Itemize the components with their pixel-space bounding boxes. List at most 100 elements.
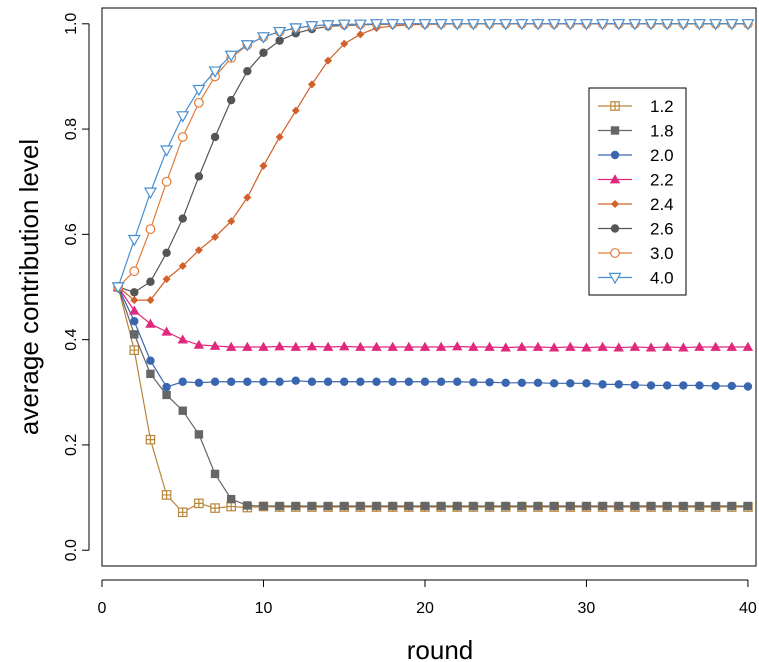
data-point (130, 288, 139, 297)
data-point (129, 345, 140, 355)
data-point (402, 19, 416, 31)
data-point (727, 501, 736, 511)
data-point (340, 39, 349, 48)
series-line (117, 286, 748, 349)
data-point (209, 340, 221, 350)
data-point (178, 377, 187, 386)
data-point (547, 19, 561, 31)
legend-label: 2.0 (650, 146, 674, 165)
data-point (192, 84, 206, 97)
data-point (356, 30, 365, 39)
series-line (117, 23, 748, 288)
y-axis: 0.0 0.2 0.4 0.6 0.8 1.0 (63, 13, 90, 561)
data-point (243, 501, 252, 510)
data-point (565, 341, 576, 351)
data-point (210, 377, 220, 386)
data-point (307, 501, 317, 511)
data-point (259, 501, 268, 511)
data-point (226, 494, 236, 504)
data-point (628, 19, 642, 31)
legend-entry: 1.2 (598, 97, 674, 116)
legend-marker (610, 101, 620, 111)
data-point (143, 187, 157, 199)
data-point (130, 296, 139, 305)
data-point (307, 377, 317, 386)
legend-label: 2.2 (650, 171, 674, 190)
data-point (450, 19, 464, 31)
data-point (549, 501, 559, 511)
data-point (274, 341, 285, 351)
data-point (129, 266, 140, 277)
data-point (726, 341, 737, 351)
legend-entry: 2.0 (598, 146, 674, 165)
data-point (662, 381, 672, 390)
data-point (127, 234, 141, 247)
data-point (111, 282, 125, 294)
data-point (290, 341, 301, 351)
data-point (324, 56, 333, 65)
data-point (612, 19, 626, 31)
data-point (323, 501, 333, 511)
data-point (679, 501, 688, 511)
data-point (566, 501, 575, 511)
data-point (243, 66, 252, 76)
x-tick-label: 0 (98, 600, 107, 617)
data-point (533, 501, 543, 511)
y-tick-label: 0.6 (63, 223, 80, 245)
x-axis: 0 10 20 30 40 (98, 579, 757, 617)
data-point (711, 501, 720, 511)
data-point (306, 341, 318, 351)
data-point (743, 501, 753, 511)
data-point (177, 507, 188, 518)
data-point (501, 378, 510, 388)
legend-label: 3.0 (650, 244, 674, 263)
x-tick-label: 30 (578, 600, 596, 617)
data-point (291, 501, 300, 511)
data-point (130, 330, 139, 339)
data-point (419, 341, 431, 351)
data-point (420, 501, 430, 511)
y-tick-label: 1.0 (63, 13, 80, 35)
data-point (646, 381, 656, 390)
data-point (145, 318, 156, 328)
y-tick-label: 0.4 (63, 328, 80, 350)
data-point (227, 217, 236, 226)
data-point (275, 501, 284, 511)
data-point (210, 469, 220, 479)
data-point (679, 381, 688, 390)
data-point (630, 501, 640, 511)
data-point (387, 341, 398, 351)
data-point (307, 80, 316, 89)
data-point (275, 132, 284, 141)
data-point (614, 501, 623, 511)
series-layer (111, 18, 755, 518)
data-point (386, 19, 400, 31)
data-point (420, 377, 430, 386)
data-point (194, 378, 204, 388)
data-point (193, 97, 204, 108)
legend-label: 4.0 (650, 269, 674, 288)
data-point (614, 380, 623, 389)
data-point (694, 341, 705, 351)
data-point (145, 224, 156, 234)
data-point (194, 498, 204, 509)
legend-marker-cross (610, 101, 620, 111)
legend-entry: 1.8 (598, 122, 674, 141)
data-point (356, 377, 365, 386)
legend-entry: 2.6 (598, 220, 674, 239)
data-point (695, 501, 704, 511)
x-tick-label: 20 (416, 600, 434, 617)
data-point (404, 501, 414, 511)
data-point (485, 501, 494, 511)
data-point (453, 377, 462, 386)
data-point (226, 95, 236, 105)
data-point (210, 503, 220, 513)
data-point (369, 19, 384, 31)
data-point (340, 501, 349, 511)
data-point (630, 380, 640, 390)
data-point (644, 19, 658, 31)
data-point (515, 19, 529, 31)
data-point-cross (194, 499, 204, 508)
data-point-cross (178, 508, 187, 517)
data-point (678, 342, 689, 352)
